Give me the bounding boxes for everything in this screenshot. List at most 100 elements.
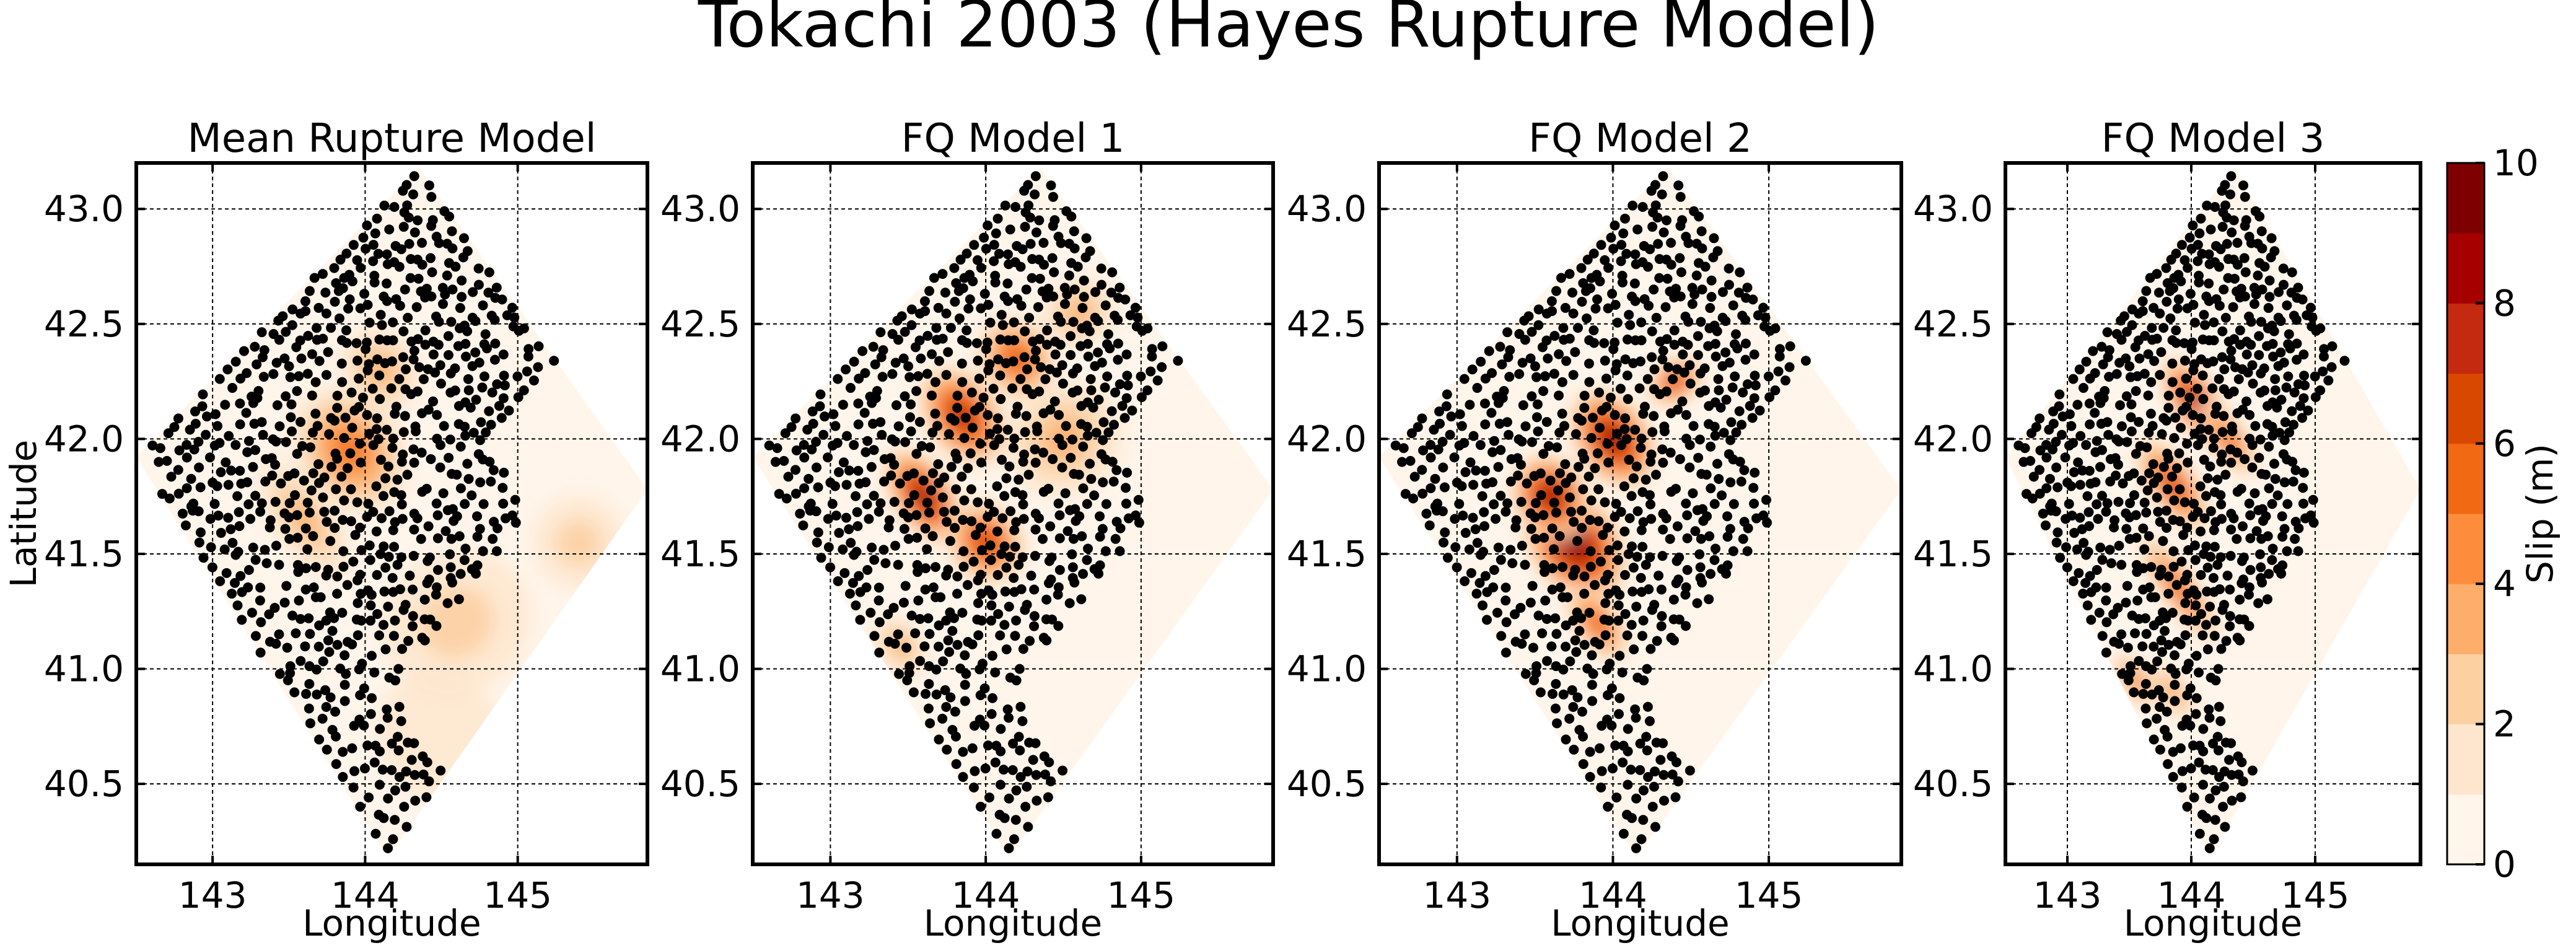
- station-point: [2269, 326, 2279, 336]
- station-point: [1468, 480, 1479, 490]
- station-point: [2182, 522, 2193, 533]
- station-point: [447, 468, 457, 479]
- station-point: [949, 263, 960, 273]
- station-point: [362, 512, 372, 522]
- station-point: [1010, 201, 1021, 212]
- station-point: [1010, 542, 1020, 552]
- station-point: [2194, 757, 2204, 768]
- station-point: [406, 755, 417, 765]
- station-point: [937, 492, 948, 503]
- station-point: [1011, 517, 1022, 527]
- station-point: [1005, 224, 1015, 235]
- station-point: [1593, 484, 1604, 494]
- station-point: [2180, 598, 2191, 608]
- station-point: [916, 441, 927, 451]
- station-point: [2250, 488, 2260, 499]
- station-point: [1504, 429, 1514, 440]
- station-point: [1577, 297, 1587, 307]
- station-point: [1694, 434, 1705, 445]
- station-point: [1084, 326, 1095, 336]
- station-point: [1586, 432, 1597, 443]
- station-point: [1634, 383, 1645, 393]
- station-point: [396, 499, 407, 510]
- station-point: [1613, 600, 1624, 611]
- station-point: [1668, 635, 1679, 646]
- station-point: [1635, 739, 1645, 749]
- station-point: [2051, 437, 2061, 447]
- station-point: [997, 513, 1008, 524]
- station-point: [1579, 571, 1590, 582]
- station-point: [1003, 296, 1014, 306]
- station-point: [1683, 317, 1694, 327]
- station-point: [332, 589, 343, 599]
- station-point: [1081, 233, 1092, 244]
- station-point: [470, 347, 481, 358]
- station-point: [1500, 582, 1511, 593]
- station-point: [919, 296, 930, 307]
- station-point: [2281, 382, 2292, 393]
- station-point: [2217, 185, 2227, 196]
- station-point: [279, 597, 290, 608]
- station-point: [2171, 580, 2182, 590]
- station-point: [2251, 289, 2261, 300]
- station-point: [1579, 639, 1590, 650]
- station-point: [2290, 533, 2300, 544]
- station-point: [421, 792, 432, 802]
- station-point: [419, 635, 430, 646]
- station-point: [1635, 765, 1645, 775]
- station-point: [1115, 283, 1125, 293]
- station-point: [314, 620, 325, 631]
- station-point: [2217, 326, 2228, 336]
- station-point: [781, 493, 792, 504]
- station-point: [2255, 387, 2266, 398]
- station-point: [1460, 576, 1470, 586]
- station-point: [1086, 385, 1097, 395]
- station-point: [1495, 341, 1505, 352]
- station-point: [2163, 639, 2174, 650]
- station-point: [2153, 506, 2163, 517]
- colorbar-level: [2447, 584, 2484, 654]
- station-point: [961, 669, 971, 679]
- station-point: [2228, 513, 2239, 524]
- station-point: [1621, 248, 1632, 259]
- station-point: [2123, 675, 2134, 686]
- station-point: [528, 375, 539, 386]
- station-point: [1480, 374, 1491, 384]
- station-point: [1067, 562, 1078, 573]
- station-point: [390, 615, 400, 626]
- station-point: [2201, 491, 2211, 501]
- station-point: [2132, 567, 2142, 577]
- station-point: [1477, 491, 1487, 501]
- station-point: [221, 457, 231, 468]
- station-point: [1682, 510, 1693, 520]
- station-point: [2204, 713, 2215, 723]
- station-point: [2117, 669, 2127, 679]
- station-point: [1079, 275, 1089, 286]
- station-point: [1398, 443, 1409, 454]
- station-point: [1530, 512, 1540, 522]
- station-point: [321, 309, 331, 319]
- station-point: [1541, 417, 1552, 428]
- station-point: [198, 553, 209, 563]
- station-point: [376, 513, 387, 524]
- station-point: [182, 439, 192, 450]
- station-point: [379, 200, 390, 211]
- station-point: [1598, 530, 1608, 540]
- station-point: [972, 255, 983, 265]
- station-point: [1614, 693, 1625, 703]
- station-point: [435, 462, 445, 473]
- station-point: [2156, 347, 2166, 358]
- station-point: [783, 472, 794, 482]
- station-point: [2241, 396, 2252, 406]
- station-point: [2122, 437, 2132, 447]
- station-point: [393, 745, 404, 756]
- station-point: [2186, 344, 2197, 354]
- station-point: [1611, 792, 1622, 803]
- station-point: [308, 468, 318, 478]
- station-point: [305, 718, 315, 729]
- station-point: [1719, 428, 1729, 438]
- station-point: [2204, 843, 2215, 853]
- station-point: [2213, 745, 2223, 756]
- station-point: [1683, 238, 1694, 248]
- station-point: [2236, 792, 2246, 802]
